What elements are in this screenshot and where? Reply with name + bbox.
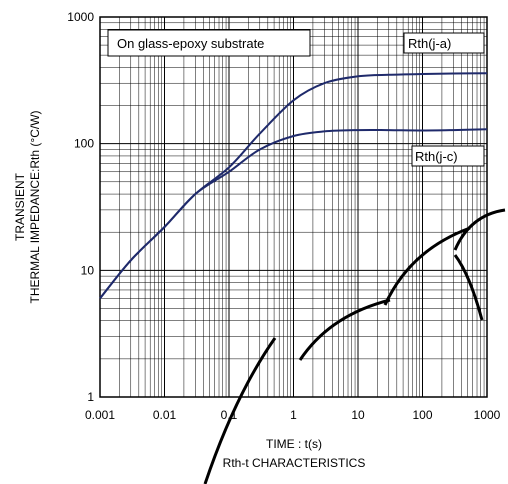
y-tick-label: 10 (81, 263, 95, 277)
chart-title: Rth-t CHARACTERISTICS (223, 456, 366, 470)
x-axis-label: TIME : t(s) (266, 437, 322, 451)
x-tick-label: 0.1 (221, 408, 238, 422)
x-tick-label: 100 (412, 408, 432, 422)
series-line-j-c (99, 128, 488, 300)
series-lines (99, 72, 488, 300)
x-tick-label: 1 (290, 408, 297, 422)
x-tick-label: 0.01 (153, 408, 177, 422)
y-axis-label-line1: TRANSIENT (13, 172, 27, 241)
x-tick-label: 1000 (474, 408, 501, 422)
series-label-j-a: Rth(j-a) (408, 36, 451, 51)
y-tick-label: 1 (87, 390, 94, 404)
y-tick-label: 100 (74, 137, 94, 151)
series-label-j-c: Rth(j-c) (415, 149, 458, 164)
x-tick-label: 10 (351, 408, 365, 422)
major-gridlines (100, 17, 487, 397)
x-axis-ticks: 0.001 0.01 0.1 1 10 100 1000 (85, 408, 501, 422)
x-tick-label: 0.001 (85, 408, 115, 422)
watermark (203, 208, 506, 484)
plot-frame (99, 16, 488, 398)
annotation-box (107, 29, 311, 57)
annotation-text: On glass-epoxy substrate (117, 36, 264, 51)
series-label-box-j-a (403, 32, 485, 54)
series-label-box-j-c (411, 145, 485, 167)
y-axis-label-line2: THERMAL IMPEDANCE:Rth (°C/W) (28, 110, 42, 303)
y-tick-label: 1000 (67, 10, 94, 24)
y-axis-ticks: 1 10 100 1000 (67, 10, 94, 404)
